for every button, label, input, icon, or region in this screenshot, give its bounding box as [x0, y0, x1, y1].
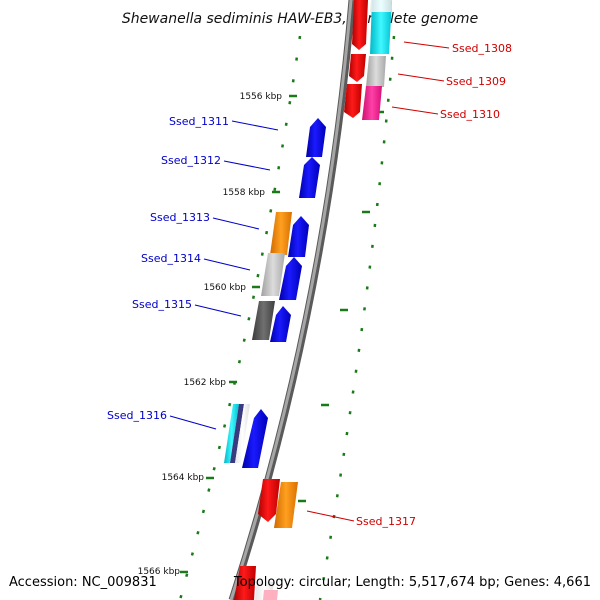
- cog-block-ssed-1313: [270, 212, 292, 255]
- gene-label-ssed-1311[interactable]: Ssed_1311: [169, 115, 229, 128]
- gene-arrow-ssed-1310[interactable]: [344, 84, 362, 118]
- gene-arrow-ssed-1313[interactable]: [288, 216, 309, 257]
- cog-block-ssed-1309: [366, 56, 386, 87]
- gene-arrow-ssed-1312[interactable]: [299, 157, 320, 198]
- gene-label-ssed-1316[interactable]: Ssed_1316: [107, 409, 167, 422]
- gene-label-ssed-1315[interactable]: Ssed_1315: [132, 298, 192, 311]
- gene-label-ssed-1310[interactable]: Ssed_1310: [440, 108, 500, 121]
- genome-map: Shewanella sediminis HAW-EB3, complete g…: [0, 0, 600, 600]
- gene-label-ssed-1308[interactable]: Ssed_1308: [452, 42, 512, 55]
- tick-label-1560: 1560 kbp: [204, 283, 247, 293]
- gene-label-ssed-1309[interactable]: Ssed_1309: [446, 75, 506, 88]
- gene-label-ssed-1314[interactable]: Ssed_1314: [141, 252, 201, 265]
- tick-label-1562: 1562 kbp: [184, 378, 227, 388]
- tick-label-1564: 1564 kbp: [162, 473, 205, 483]
- gene-label-ssed-1312[interactable]: Ssed_1312: [161, 154, 221, 167]
- gene-arrow-ssed-1309[interactable]: [349, 54, 366, 82]
- gene-label-ssed-1313[interactable]: Ssed_1313: [150, 211, 210, 224]
- gene-label-ssed-1317[interactable]: Ssed_1317: [356, 515, 416, 528]
- cog-block-ssed-1315: [252, 301, 275, 340]
- gene-arrow-ssed-1308[interactable]: [352, 0, 368, 50]
- tick-label-1558: 1558 kbp: [223, 188, 266, 198]
- map-title: Shewanella sediminis HAW-EB3, complete g…: [122, 11, 478, 27]
- tick-label-1556: 1556 kbp: [240, 92, 283, 102]
- cog-block-ssed-1310: [362, 86, 382, 120]
- cog-block-ssed-1308: [370, 0, 392, 54]
- genome-summary-text: Topology: circular; Length: 5,517,674 bp…: [233, 575, 591, 590]
- gene-arrow-ssed-1311[interactable]: [306, 118, 326, 157]
- accession-text: Accession: NC_009831: [9, 575, 157, 590]
- callout-lines: [170, 42, 449, 521]
